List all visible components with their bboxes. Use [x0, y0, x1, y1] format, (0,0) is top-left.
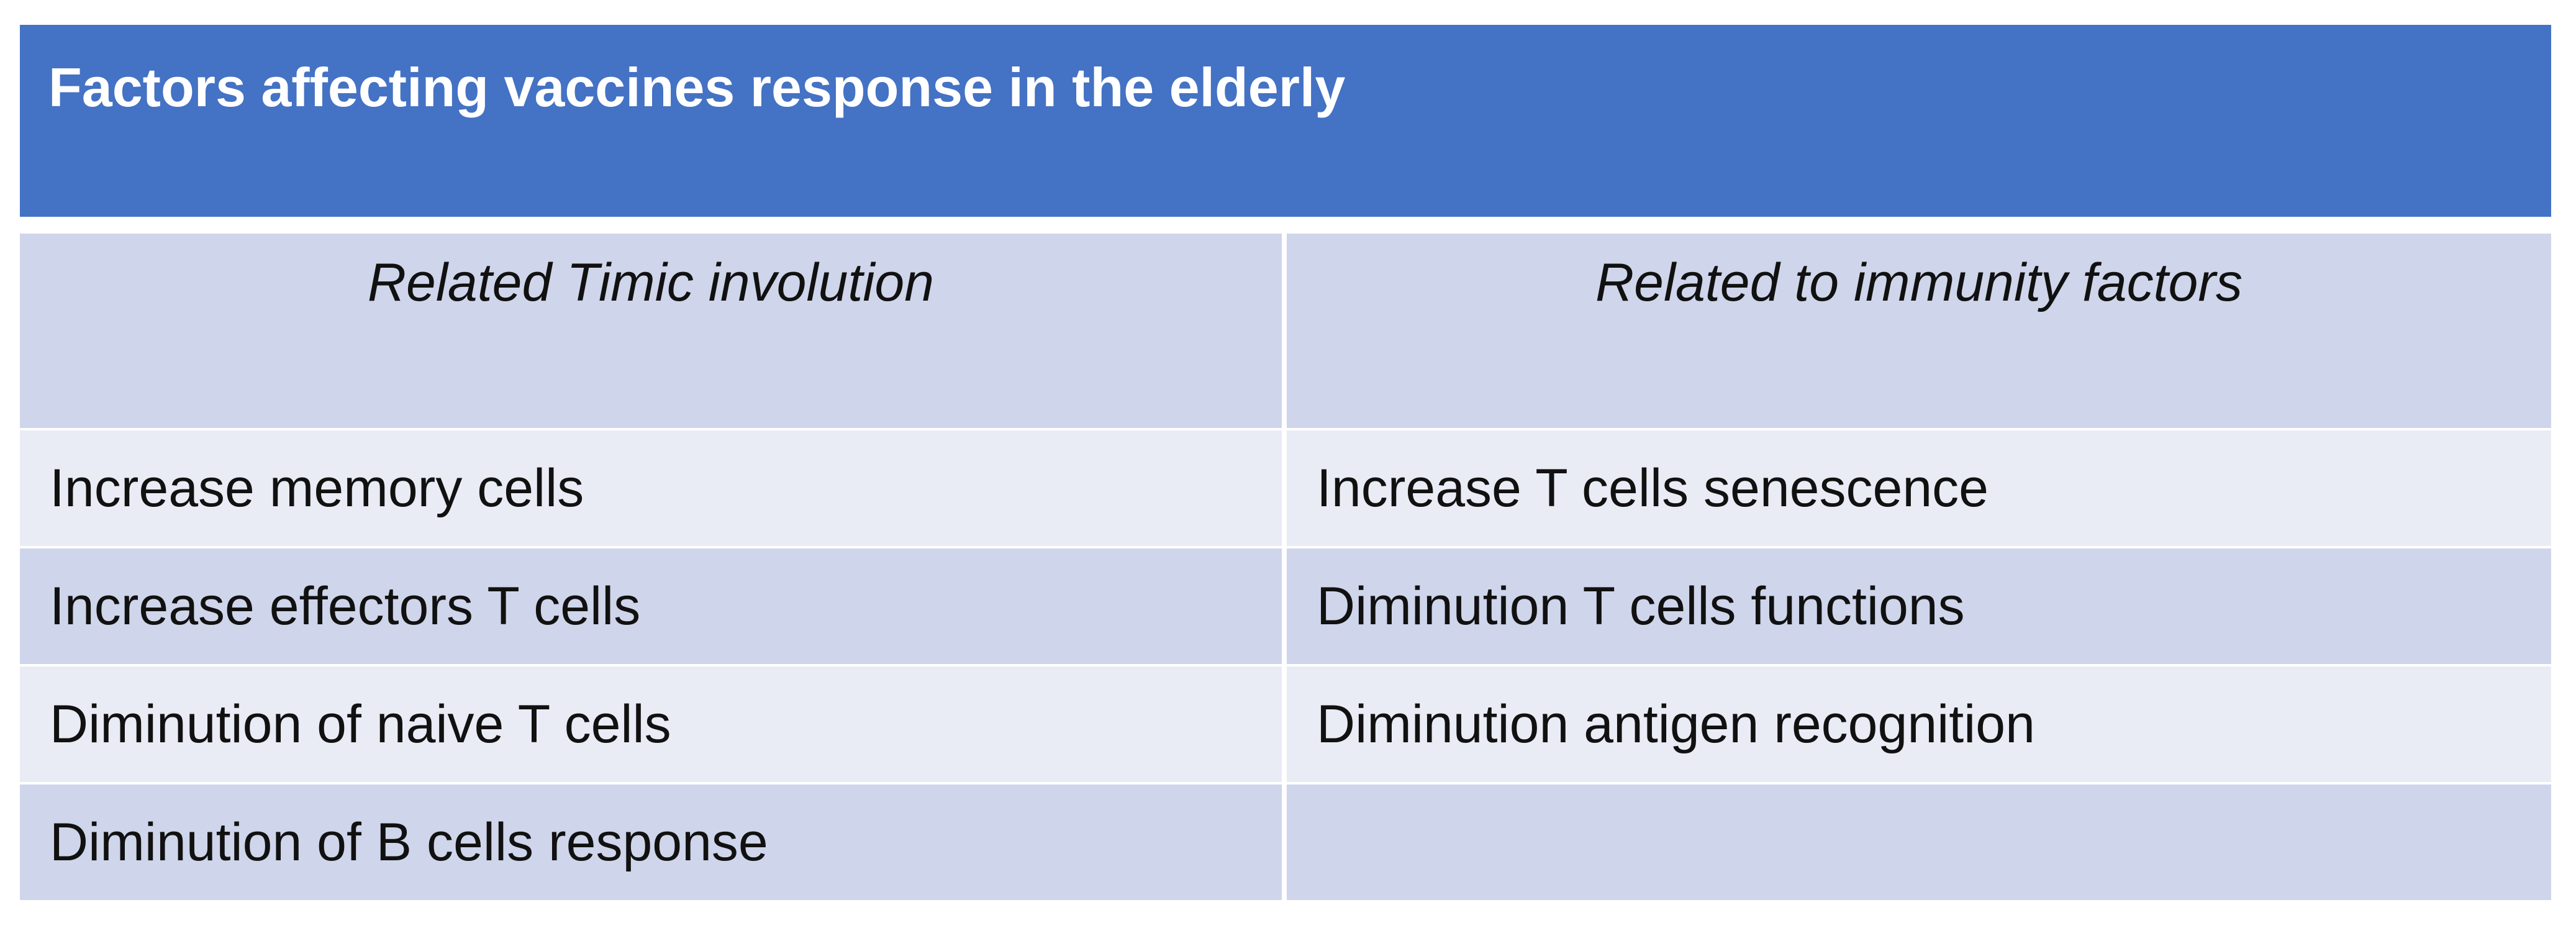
table-cell: Diminution antigen recognition	[1287, 666, 2551, 782]
column-header: Related to immunity factors	[1287, 234, 2551, 428]
table-cell: Increase T cells senescence	[1287, 430, 2551, 546]
table-cell: Diminution T cells functions	[1287, 548, 2551, 664]
table-title: Factors affecting vaccines response in t…	[20, 25, 2551, 217]
table-cell: Diminution of naive T cells	[20, 666, 1282, 782]
table-cell	[1287, 785, 2551, 900]
table-cell: Increase effectors T cells	[20, 548, 1282, 664]
table-cell: Diminution of B cells response	[20, 785, 1282, 900]
table-cell: Increase memory cells	[20, 430, 1282, 546]
column-header: Related Timic involution	[20, 234, 1282, 428]
